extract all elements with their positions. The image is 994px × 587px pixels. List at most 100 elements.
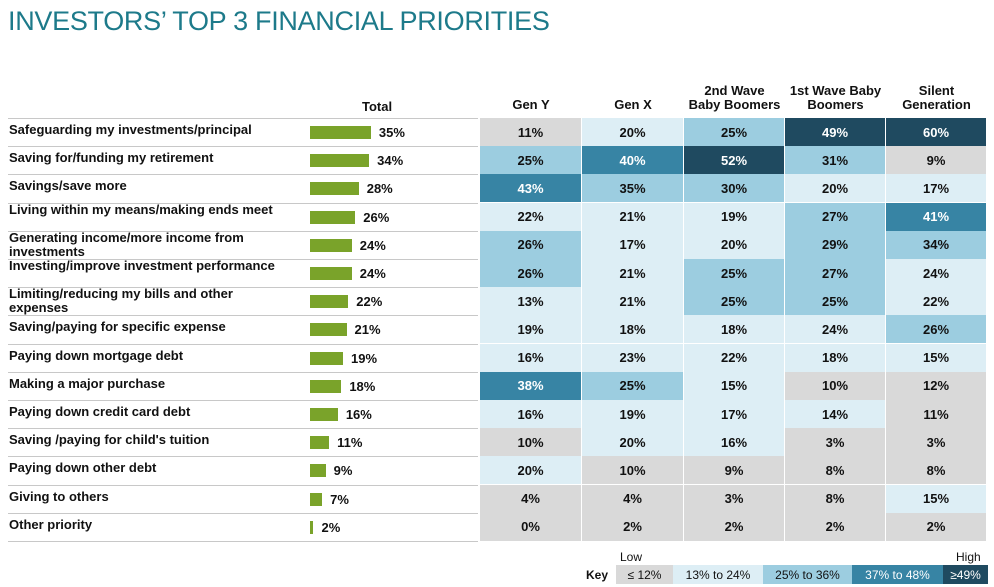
heatmap-cell: 20% <box>785 174 886 204</box>
column-header-line: Baby Boomers <box>688 97 781 112</box>
heatmap-cell: 15% <box>684 371 785 401</box>
heatmap-cell: 18% <box>582 315 684 345</box>
row-label: Living within my means/making ends meet <box>9 201 273 217</box>
heatmap-cell: 20% <box>582 428 684 458</box>
heatmap-cell: 21% <box>582 287 684 317</box>
row-label: Saving for/funding my retirement <box>9 150 214 166</box>
key-bin: 13% to 24% <box>673 565 763 584</box>
row-divider <box>8 484 478 486</box>
heatmap-cell: 19% <box>480 315 582 345</box>
row-label: Saving/paying for specific expense <box>9 319 226 335</box>
key-bin: ≤ 12% <box>616 565 673 584</box>
column-header-line: 2nd Wave <box>704 83 765 98</box>
heatmap-cell: 25% <box>684 287 785 317</box>
heatmap-cell: 34% <box>886 230 987 260</box>
total-value-label: 7% <box>330 491 349 507</box>
heatmap-cell: 20% <box>582 118 684 147</box>
column-header: 2nd Wave Baby Boomers <box>684 84 785 112</box>
total-value-label: 9% <box>333 463 353 479</box>
row-label: Paying down other debt <box>9 460 157 476</box>
heatmap-cell: 2% <box>684 512 785 542</box>
heatmap-cell: 26% <box>886 315 987 345</box>
column-header: 1st Wave Baby Boomers <box>785 84 886 112</box>
heatmap-cell: 0% <box>480 512 582 542</box>
heatmap-cell: 16% <box>480 343 582 373</box>
total-value-label: 22% <box>356 294 383 310</box>
heatmap-cell: 25% <box>785 287 886 317</box>
heatmap-cell: 3% <box>684 484 785 514</box>
total-bar <box>310 379 342 393</box>
heatmap-cell: 21% <box>582 259 684 288</box>
heatmap-cell: 10% <box>582 456 684 486</box>
heatmap-cell: 8% <box>785 484 886 514</box>
row-label: Generating income/more income from inves… <box>9 229 244 259</box>
heatmap-cell: 18% <box>684 315 785 345</box>
heatmap-cell: 19% <box>582 400 684 429</box>
total-bar <box>310 520 314 534</box>
heatmap-cell: 2% <box>582 512 684 542</box>
heatmap-cell: 21% <box>582 202 684 232</box>
row-label: Savings/save more <box>9 178 127 194</box>
page-title: INVESTORS’ TOP 3 FINANCIAL PRIORITIES <box>8 6 550 36</box>
heatmap-cell: 35% <box>582 174 684 204</box>
row-label: Paying down mortgage debt <box>9 347 184 363</box>
total-bar <box>310 351 344 365</box>
column-header-line: Boomers <box>807 97 864 112</box>
column-header-line: Silent <box>918 83 955 98</box>
heatmap-cell: 24% <box>785 315 886 345</box>
heatmap-cell: 43% <box>480 174 582 204</box>
total-bar <box>310 295 349 309</box>
heatmap-cell: 17% <box>582 230 684 260</box>
total-bar <box>310 182 359 196</box>
heatmap-cell: 16% <box>684 428 785 458</box>
heatmap-cell: 14% <box>785 400 886 429</box>
total-bar <box>310 126 371 139</box>
key-high-label: High <box>956 550 981 564</box>
row-divider <box>8 202 478 204</box>
total-bar <box>310 238 352 252</box>
total-bar <box>310 154 370 168</box>
heatmap-cell: 16% <box>480 400 582 429</box>
total-value-label: 26% <box>363 209 390 225</box>
column-header: Gen Y <box>480 98 582 112</box>
heatmap-cell: 8% <box>785 456 886 486</box>
row-divider <box>8 315 478 317</box>
heatmap-cell: 22% <box>480 202 582 232</box>
heatmap-cell: 49% <box>785 118 886 147</box>
heatmap-cell: 38% <box>480 371 582 401</box>
key-bin: ≥49% <box>943 565 988 584</box>
total-value-label: 21% <box>354 322 381 338</box>
total-value-label: 2% <box>321 519 341 535</box>
heatmap-cell: 52% <box>684 146 785 176</box>
heatmap-cell: 2% <box>785 512 886 542</box>
row-label: Other priority <box>9 516 93 532</box>
heatmap-cell: 26% <box>480 259 582 288</box>
column-header-line: Gen X <box>614 97 652 112</box>
heatmap-cell: 15% <box>886 484 987 514</box>
row-divider <box>8 541 478 542</box>
column-header-line: Generation <box>902 97 971 112</box>
heatmap-cell: 26% <box>480 230 582 260</box>
heatmap-cell: 9% <box>684 456 785 486</box>
heatmap-cell: 2% <box>886 512 987 542</box>
heatmap-cell: 25% <box>684 118 785 147</box>
total-value-label: 19% <box>351 350 378 366</box>
heatmap-cell: 11% <box>886 400 987 429</box>
row-label: Paying down credit card debt <box>9 404 191 419</box>
total-bar <box>310 323 347 337</box>
row-label: Limiting/reducing my bills and other exp… <box>9 286 233 316</box>
row-label: Saving /paying for child's tuition <box>9 432 210 448</box>
heatmap-cell: 13% <box>480 287 582 317</box>
heatmap-cell: 3% <box>785 428 886 458</box>
row-divider <box>8 259 478 260</box>
heatmap-cell: 10% <box>480 428 582 458</box>
heatmap-cell: 24% <box>886 259 987 288</box>
row-divider <box>8 428 478 430</box>
heatmap-cell: 11% <box>480 118 582 147</box>
total-header: Total <box>362 99 393 114</box>
total-value-label: 34% <box>377 153 404 169</box>
key-bin: 25% to 36% <box>763 565 852 584</box>
total-bar <box>310 436 330 450</box>
heatmap-cell: 4% <box>480 484 582 514</box>
column-header: Gen X <box>582 98 684 112</box>
